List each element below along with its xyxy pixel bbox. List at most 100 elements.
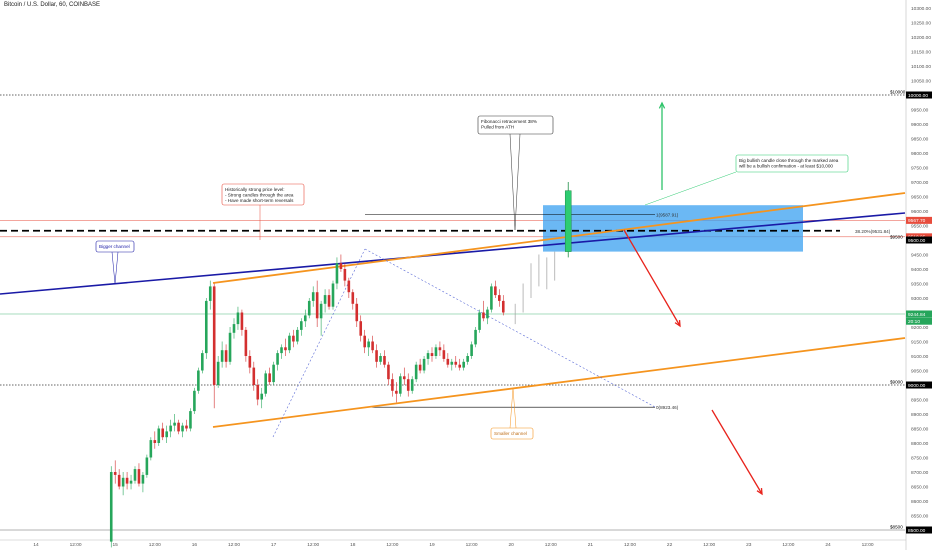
candle-body: [327, 295, 331, 307]
price-tag-text: 9567.70: [908, 218, 926, 224]
price-tick: 10150.00: [911, 49, 931, 55]
price-tick: 9400.00: [911, 267, 929, 273]
smaller-channel-label: [490, 427, 534, 440]
candle-body: [125, 477, 129, 484]
fib-note: [477, 115, 554, 135]
price-tag: [906, 236, 932, 244]
candle-body: [335, 263, 339, 284]
candle-body: [363, 335, 366, 348]
candle-body: [311, 292, 315, 301]
green-note: [735, 154, 849, 173]
candle-body: [224, 350, 228, 362]
candle-body: [133, 469, 137, 481]
candle-body: [137, 469, 141, 484]
time-tick: 21: [588, 542, 594, 548]
smaller-channel-upper: [212, 192, 906, 284]
candle-body: [113, 472, 117, 475]
candle-body: [232, 324, 236, 333]
bigger-channel-line: [0, 212, 906, 295]
candle-body: [402, 376, 406, 380]
candle-body: [280, 347, 283, 354]
price-tick: 8900.00: [911, 412, 929, 418]
candle-body: [387, 364, 390, 380]
candle-body: [153, 440, 157, 443]
candle-body: [442, 350, 446, 359]
candle-body: [462, 361, 465, 368]
candle-body: [157, 428, 161, 443]
price-tag-text: 9244.84: [908, 312, 926, 318]
level-label: $9000: [890, 380, 903, 385]
time-tick: 12:00: [70, 542, 82, 548]
candle-body: [454, 361, 458, 365]
time-tick: 12:00: [228, 542, 240, 548]
candle-body: [244, 329, 248, 356]
fib-trend-up: [272, 248, 366, 438]
candle-body: [395, 390, 398, 394]
candle-body: [169, 425, 172, 432]
price-tick: 9600.00: [911, 209, 929, 215]
candle-body: [478, 312, 481, 330]
price-tick: 8850.00: [911, 426, 929, 432]
fib-target-zone: [543, 205, 803, 252]
candle-body: [371, 341, 374, 351]
candle-body: [161, 428, 165, 438]
price-tag: [906, 91, 932, 99]
candle-body: [323, 295, 327, 304]
price-tick: 9850.00: [911, 136, 929, 142]
candle-body: [501, 300, 505, 313]
candle-body: [228, 332, 232, 362]
price-tick: 10250.00: [911, 20, 931, 26]
candle-body: [450, 361, 454, 365]
candle-body: [173, 422, 176, 426]
price-tag: [906, 310, 932, 318]
candle-body: [201, 353, 204, 371]
candle-body: [240, 312, 244, 330]
time-tick: 12:00: [386, 542, 398, 548]
candle-body: [256, 385, 260, 400]
time-tick: 23: [746, 542, 752, 548]
candle-body: [375, 350, 378, 362]
breakout-candle: [564, 190, 572, 252]
candle-body: [272, 364, 275, 383]
candle-body: [117, 474, 121, 487]
smaller-channel-pointer: [509, 387, 517, 429]
candle-body: [418, 364, 422, 371]
price-tick: 8700.00: [911, 470, 929, 476]
candle-body: [204, 300, 208, 354]
candle-body: [434, 347, 438, 356]
price-tick: 8950.00: [911, 397, 929, 403]
candle-body: [331, 283, 335, 307]
price-tick: 10100.00: [911, 64, 931, 70]
candle-body: [303, 315, 307, 322]
fib-note-text: Pulled from ATH: [481, 125, 514, 130]
candle-body: [288, 335, 291, 351]
candle-body: [212, 286, 216, 385]
time-tick: 12:00: [466, 542, 478, 548]
bigger-channel-pointer: [111, 251, 119, 285]
price-tick: 8750.00: [911, 455, 929, 461]
time-tick: 20: [509, 542, 515, 548]
price-tag-text: 20:10: [908, 319, 920, 325]
price-tick: 8650.00: [911, 484, 929, 490]
candle-body: [268, 373, 271, 383]
candle-body: [216, 361, 220, 385]
time-tick: 12:00: [782, 542, 794, 548]
candle-body: [383, 356, 386, 365]
time-tick: 15: [113, 542, 119, 548]
price-tick: 9650.00: [911, 194, 929, 200]
price-tick: 8550.00: [911, 513, 929, 519]
fib-label: 38.20%(9531.84): [855, 229, 891, 234]
candle-body: [406, 379, 410, 391]
candle-body: [410, 379, 414, 391]
time-tick: 12:00: [624, 542, 636, 548]
price-tag: [906, 526, 932, 534]
candle-body: [359, 321, 363, 336]
candle-body: [482, 312, 485, 319]
price-tick: 9150.00: [911, 339, 929, 345]
candle-body: [145, 457, 149, 475]
candle-body: [343, 269, 347, 281]
candle-body: [193, 390, 196, 412]
bullish-arrow-head: [658, 101, 666, 109]
